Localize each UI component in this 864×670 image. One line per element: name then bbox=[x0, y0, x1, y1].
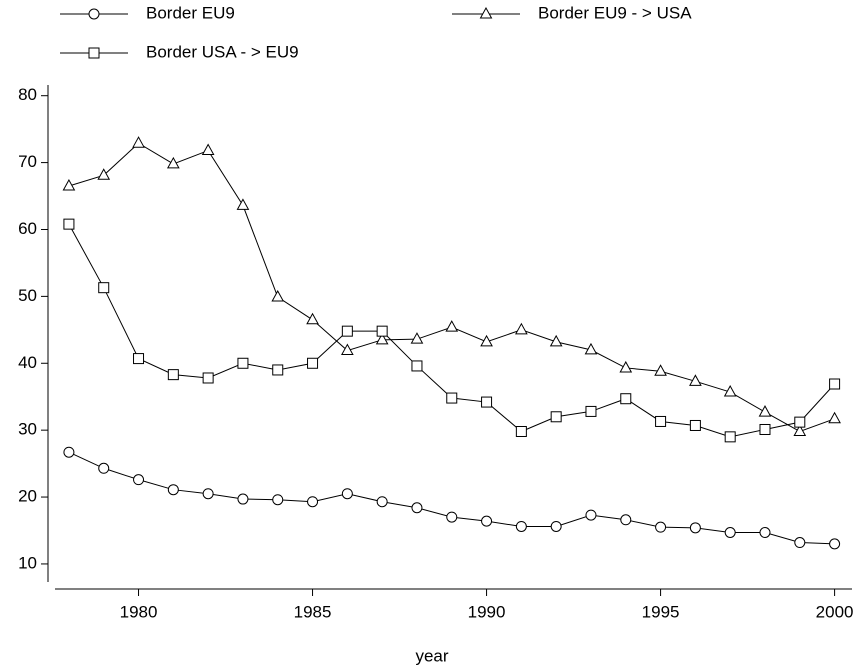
point bbox=[689, 419, 701, 431]
point bbox=[236, 198, 250, 210]
point bbox=[62, 178, 76, 191]
x-tick-label: 1990 bbox=[468, 602, 506, 621]
point bbox=[689, 374, 702, 386]
point bbox=[724, 527, 736, 539]
point bbox=[549, 334, 563, 347]
point bbox=[759, 527, 771, 539]
point bbox=[445, 320, 459, 332]
point bbox=[166, 156, 180, 169]
point bbox=[620, 514, 632, 526]
x-axis-label: year bbox=[415, 646, 448, 665]
point bbox=[689, 522, 701, 534]
point bbox=[272, 494, 284, 506]
point bbox=[97, 168, 111, 180]
point bbox=[794, 416, 806, 428]
point bbox=[98, 282, 110, 294]
point bbox=[167, 369, 179, 381]
point bbox=[307, 357, 319, 369]
point bbox=[828, 411, 841, 424]
point bbox=[63, 218, 75, 230]
point bbox=[98, 462, 110, 474]
point bbox=[515, 520, 527, 532]
x-tick-label: 1995 bbox=[642, 602, 680, 621]
point bbox=[410, 332, 424, 344]
x-tick-label: 2000 bbox=[816, 602, 854, 621]
point bbox=[829, 538, 841, 550]
point bbox=[376, 325, 388, 337]
point bbox=[585, 509, 597, 521]
legend-label: Border EU9 bbox=[146, 3, 235, 22]
x-tick-label: 1980 bbox=[120, 602, 158, 621]
legend-marker bbox=[88, 47, 100, 59]
point bbox=[167, 484, 179, 496]
point bbox=[201, 143, 215, 156]
point bbox=[341, 488, 353, 500]
point bbox=[793, 424, 807, 436]
point bbox=[341, 343, 354, 356]
y-tick-label: 80 bbox=[18, 85, 37, 104]
point bbox=[133, 353, 145, 365]
point bbox=[237, 493, 249, 505]
y-tick-label: 20 bbox=[18, 487, 37, 506]
point bbox=[655, 521, 667, 533]
point bbox=[550, 520, 562, 532]
point bbox=[654, 364, 667, 376]
point bbox=[446, 511, 458, 523]
point bbox=[619, 360, 633, 373]
y-tick-label: 70 bbox=[18, 152, 37, 171]
point bbox=[550, 411, 562, 423]
series-line bbox=[68, 142, 835, 433]
point bbox=[375, 332, 389, 345]
point bbox=[63, 446, 75, 458]
x-tick-label: 1985 bbox=[294, 602, 332, 621]
point bbox=[237, 357, 249, 369]
legend-label: Border EU9 - > USA bbox=[538, 3, 692, 22]
point bbox=[794, 537, 806, 549]
y-tick-label: 40 bbox=[18, 353, 37, 372]
point bbox=[723, 384, 737, 397]
point bbox=[411, 360, 423, 372]
point bbox=[620, 393, 632, 405]
point bbox=[133, 474, 145, 486]
point bbox=[446, 392, 458, 404]
point bbox=[341, 325, 353, 337]
legend-marker bbox=[479, 6, 493, 19]
y-tick-label: 10 bbox=[18, 553, 37, 572]
point bbox=[132, 136, 145, 148]
point bbox=[202, 488, 214, 500]
point bbox=[202, 372, 214, 384]
y-tick-label: 60 bbox=[18, 219, 37, 238]
point bbox=[307, 496, 319, 508]
point bbox=[655, 415, 667, 427]
point bbox=[376, 496, 388, 508]
point bbox=[481, 515, 493, 527]
point bbox=[481, 396, 493, 408]
y-tick-label: 30 bbox=[18, 420, 37, 439]
point bbox=[759, 423, 771, 435]
point bbox=[724, 431, 736, 443]
legend-label: Border USA - > EU9 bbox=[146, 42, 299, 61]
series-line bbox=[68, 451, 835, 545]
point bbox=[515, 425, 527, 437]
point bbox=[271, 290, 285, 302]
point bbox=[829, 378, 841, 390]
point bbox=[584, 342, 598, 355]
point bbox=[480, 334, 493, 347]
point bbox=[411, 502, 423, 514]
point bbox=[758, 405, 772, 417]
point bbox=[515, 322, 528, 335]
y-tick-label: 50 bbox=[18, 286, 37, 305]
point bbox=[272, 364, 284, 376]
legend-marker bbox=[88, 8, 100, 20]
point bbox=[585, 405, 597, 417]
point bbox=[306, 312, 319, 325]
